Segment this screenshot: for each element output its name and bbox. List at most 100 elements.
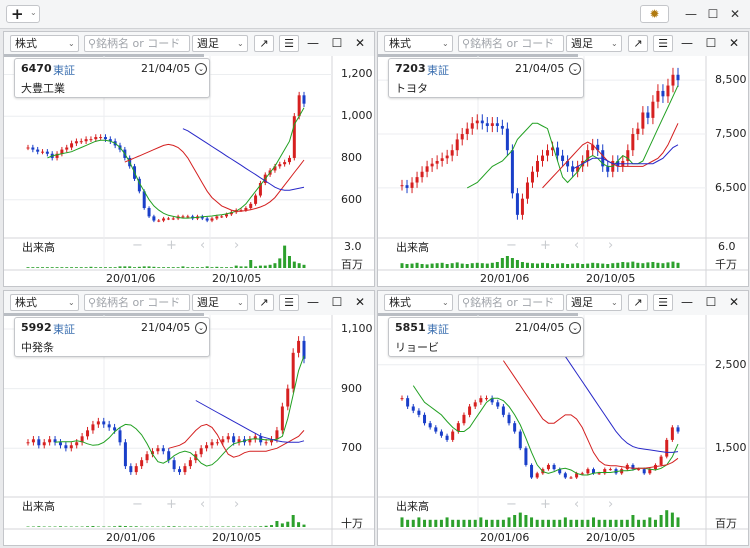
panel-minimize-button[interactable]: —: [307, 295, 319, 309]
panel-maximize-button[interactable]: ☐: [705, 295, 717, 309]
volume-bar: [455, 262, 459, 268]
symbol-search-input[interactable]: ⚲銘柄名 or コード: [84, 35, 190, 52]
candle-body: [145, 454, 149, 461]
candle-body: [556, 147, 560, 156]
volume-bar: [425, 264, 429, 268]
chevron-down-icon: ⌄: [611, 39, 618, 48]
panel-minimize-button[interactable]: —: [681, 36, 693, 50]
candle-body: [455, 139, 459, 151]
zoom-out-button[interactable]: −: [132, 497, 143, 512]
zoom-in-button[interactable]: +: [166, 497, 177, 512]
volume-bar: [541, 262, 545, 268]
menu-button[interactable]: ☰: [279, 35, 299, 52]
market-select[interactable]: 株式 ⌄: [384, 294, 453, 311]
symbol-search-input[interactable]: ⚲銘柄名 or コード: [84, 294, 190, 311]
zoom-out-button[interactable]: −: [506, 497, 517, 512]
panel-minimize-button[interactable]: —: [307, 36, 319, 50]
panel-toolbar: 株式 ⌄ ⚲銘柄名 or コード 週足 ⌄ ↗ ☰ — ☐ ✕: [378, 32, 748, 57]
panel-maximize-button[interactable]: ☐: [705, 36, 717, 50]
volume-bar: [286, 521, 290, 527]
volume-bar: [297, 522, 301, 527]
panel-close-button[interactable]: ✕: [728, 295, 740, 309]
zoom-in-button[interactable]: +: [540, 497, 551, 512]
period-select[interactable]: 週足 ⌄: [566, 294, 622, 311]
chevron-down-icon[interactable]: ⌄: [195, 322, 207, 334]
menu-button[interactable]: ☰: [653, 294, 673, 311]
exchange-label: 東証: [53, 323, 75, 336]
scroll-left-button[interactable]: ‹: [574, 497, 580, 512]
gear-icon: ✹: [649, 7, 660, 21]
period-select[interactable]: 週足 ⌄: [566, 35, 622, 52]
zoom-in-button[interactable]: +: [166, 238, 177, 253]
volume-bar: [569, 519, 573, 527]
settings-button[interactable]: ✹: [640, 5, 669, 23]
volume-bar: [99, 267, 103, 268]
scroll-left-button[interactable]: ‹: [200, 497, 206, 512]
scroll-right-button[interactable]: ›: [234, 497, 240, 512]
candle-body: [199, 448, 203, 455]
menu-button[interactable]: ☰: [653, 35, 673, 52]
window-maximize-button[interactable]: ☐: [707, 7, 719, 21]
scroll-right-button[interactable]: ›: [608, 497, 614, 512]
zoom-in-button[interactable]: +: [540, 238, 551, 253]
scroll-left-button[interactable]: ‹: [200, 238, 206, 253]
symbol-search-input[interactable]: ⚲銘柄名 or コード: [458, 294, 564, 311]
panel-close-button[interactable]: ✕: [354, 295, 366, 309]
candle-body: [113, 427, 117, 431]
volume-bar: [586, 263, 590, 268]
panel-minimize-button[interactable]: —: [681, 295, 693, 309]
scroll-right-button[interactable]: ›: [608, 238, 614, 253]
candle-body: [221, 439, 225, 443]
candle-body: [423, 414, 427, 424]
volume-bar: [535, 519, 539, 527]
candle-body: [142, 191, 146, 209]
candle-body: [248, 439, 252, 443]
candle-body: [530, 464, 534, 478]
popout-button[interactable]: ↗: [254, 294, 274, 311]
popout-button[interactable]: ↗: [628, 35, 648, 52]
market-select[interactable]: 株式 ⌄: [384, 35, 453, 52]
volume-bar: [273, 263, 277, 268]
ma-long-line: [195, 400, 305, 443]
volume-bar: [113, 267, 117, 268]
scroll-left-button[interactable]: ‹: [574, 238, 580, 253]
candle-body: [484, 398, 488, 400]
market-select[interactable]: 株式 ⌄: [10, 294, 79, 311]
candle-body: [94, 137, 98, 140]
chevron-down-icon[interactable]: ⌄: [569, 322, 581, 334]
panel-maximize-button[interactable]: ☐: [331, 36, 343, 50]
panel-maximize-button[interactable]: ☐: [331, 295, 343, 309]
window-close-button[interactable]: ✕: [729, 7, 741, 21]
price-chart[interactable]: [378, 315, 748, 545]
popout-button[interactable]: ↗: [254, 35, 274, 52]
market-select-value: 株式: [15, 37, 37, 50]
symbol-search-input[interactable]: ⚲銘柄名 or コード: [458, 35, 564, 52]
y-tick-label: 1,200: [341, 67, 373, 81]
add-panel-button[interactable]: + ⌄: [6, 5, 40, 23]
candle-body: [278, 164, 282, 167]
period-select[interactable]: 週足 ⌄: [192, 294, 248, 311]
period-select[interactable]: 週足 ⌄: [192, 35, 248, 52]
panel-close-button[interactable]: ✕: [354, 36, 366, 50]
zoom-out-button[interactable]: −: [506, 238, 517, 253]
popout-button[interactable]: ↗: [628, 294, 648, 311]
chevron-down-icon[interactable]: ⌄: [569, 63, 581, 75]
price-chart[interactable]: [378, 56, 748, 286]
candle-body: [642, 469, 646, 474]
volume-bar: [74, 267, 78, 268]
zoom-out-button[interactable]: −: [132, 238, 143, 253]
scroll-right-button[interactable]: ›: [234, 238, 240, 253]
volume-bar: [133, 267, 137, 268]
volume-bar: [191, 267, 195, 268]
price-chart[interactable]: [4, 315, 374, 545]
candle-body: [659, 456, 663, 465]
window-minimize-button[interactable]: —: [685, 7, 697, 21]
candle-body: [280, 406, 284, 431]
panel-close-button[interactable]: ✕: [728, 36, 740, 50]
chevron-down-icon[interactable]: ⌄: [195, 63, 207, 75]
menu-button[interactable]: ☰: [279, 294, 299, 311]
market-select[interactable]: 株式 ⌄: [10, 35, 79, 52]
candle-body: [490, 123, 494, 126]
last-date: 21/04/05: [141, 321, 191, 334]
candle-body: [450, 150, 454, 156]
